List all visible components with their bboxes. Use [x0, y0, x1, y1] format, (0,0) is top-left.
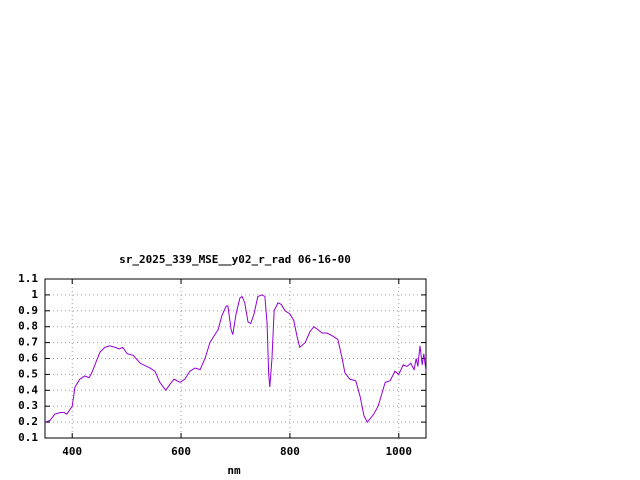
- x-tick-label: 600: [171, 445, 191, 458]
- y-tick-label: 0.4: [18, 383, 38, 396]
- y-tick-label: 0.7: [18, 336, 38, 349]
- x-tick-label: 800: [280, 445, 300, 458]
- chart-title: sr_2025_339_MSE__y02_r_rad 06-16-00: [119, 253, 351, 266]
- x-tick-label: 400: [62, 445, 82, 458]
- y-tick-label: 1.1: [18, 272, 38, 285]
- y-tick-label: 0.8: [18, 320, 38, 333]
- y-tick-label: 0.2: [18, 415, 38, 428]
- x-axis-label: nm: [227, 464, 241, 477]
- x-tick-label: 1000: [386, 445, 413, 458]
- y-tick-label: 0.1: [18, 431, 38, 444]
- y-tick-label: 0.6: [18, 352, 38, 365]
- y-tick-label: 0.3: [18, 399, 38, 412]
- data-line: [44, 294, 427, 423]
- y-tick-label: 0.9: [18, 304, 38, 317]
- y-tick-label: 1: [31, 288, 38, 301]
- plot-frame: [44, 278, 427, 439]
- y-tick-label: 0.5: [18, 367, 38, 380]
